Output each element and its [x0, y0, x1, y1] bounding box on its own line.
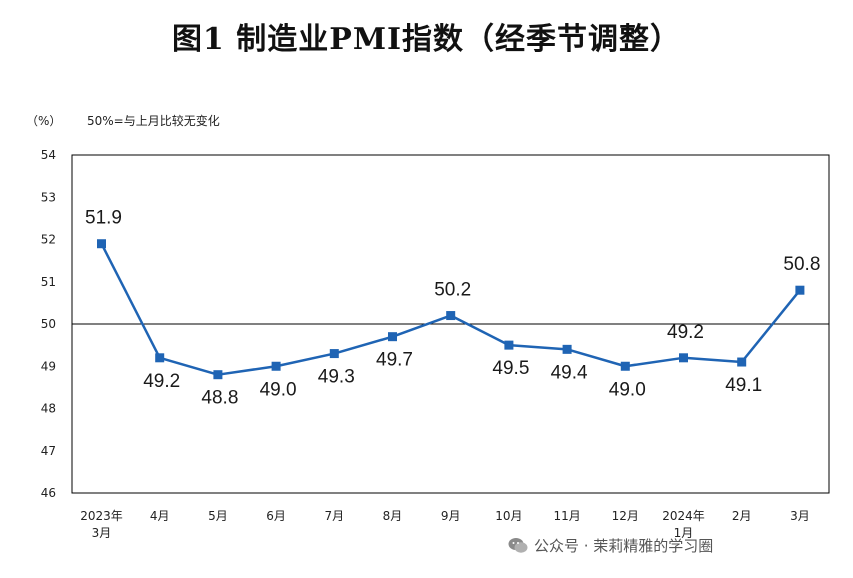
data-label: 49.0: [609, 379, 646, 400]
x-tick-label: 8月: [383, 509, 403, 523]
x-tick-label: 3月: [790, 509, 810, 523]
x-tick-label: 10月: [495, 509, 522, 523]
y-unit-label: （%）: [26, 114, 62, 128]
x-tick-label: 2023年 3月: [80, 509, 123, 540]
data-point: [446, 311, 456, 321]
y-tick-label: 54: [41, 148, 56, 162]
y-tick-label: 49: [41, 359, 56, 373]
data-point: [213, 370, 223, 380]
x-tick-label: 6月: [266, 509, 286, 523]
reference-note: 50%=与上月比较无变化: [87, 114, 220, 128]
data-labels: 51.9 49.2 48.8 49.0 49.3 49.7 50.2 49.5 49.4 49.0…: [85, 208, 820, 409]
data-label: 49.3: [318, 367, 355, 388]
data-label: 50.2: [434, 280, 471, 301]
watermark: 公众号 · 茉莉精雅的学习圈: [508, 534, 713, 556]
data-point: [504, 340, 514, 350]
data-point: [388, 332, 397, 342]
data-label: 48.8: [201, 388, 238, 409]
data-label: 49.2: [143, 371, 180, 392]
data-label: 51.9: [85, 208, 122, 229]
series-line: [100, 243, 801, 376]
x-tick-label: 7月: [324, 509, 344, 523]
data-point: [562, 344, 572, 354]
y-tick-label: 50: [41, 317, 56, 331]
data-point: [679, 353, 688, 363]
data-label: 49.7: [376, 350, 413, 371]
data-point: [737, 357, 747, 367]
x-tick-label: 2024年 1月: [662, 509, 705, 540]
x-tick-label: 12月: [612, 509, 639, 523]
x-tick-label: 5月: [208, 509, 228, 523]
data-point: [795, 285, 805, 295]
data-points: [97, 239, 805, 380]
data-point: [620, 361, 630, 371]
y-axis-ticks: 46 47 48 49 50 51 52 53 54: [41, 148, 56, 500]
data-label: 49.5: [492, 358, 529, 379]
data-point: [329, 349, 339, 359]
data-label: 49.4: [551, 362, 588, 383]
x-tick-label: 2月: [732, 509, 752, 523]
x-axis-ticks: 2023年 3月 4月 5月 6月 7月 8月 9月 10月 11月 12月 2024年 1月 2月 3月: [80, 509, 809, 540]
y-tick-label: 53: [41, 190, 56, 204]
y-tick-label: 48: [41, 402, 56, 416]
data-label: 49.0: [260, 379, 297, 400]
y-tick-label: 47: [41, 444, 56, 458]
data-point: [271, 361, 281, 371]
y-tick-label: 46: [41, 486, 56, 500]
x-tick-label: 4月: [150, 509, 170, 523]
chart-title: 图1 制造业PMI指数（经季节调整）: [171, 22, 682, 57]
y-tick-label: 52: [41, 233, 56, 247]
x-tick-label: 9月: [441, 509, 461, 523]
y-tick-label: 51: [41, 275, 56, 289]
x-tick-label: 11月: [553, 509, 580, 523]
data-label: 49.2: [667, 322, 704, 343]
data-label: 49.1: [725, 375, 762, 396]
wechat-icon: [508, 537, 528, 553]
data-point: [155, 353, 165, 363]
data-label: 50.8: [783, 254, 820, 275]
data-point: [97, 239, 106, 249]
watermark-text: 公众号 · 茉莉精雅的学习圈: [534, 536, 714, 555]
